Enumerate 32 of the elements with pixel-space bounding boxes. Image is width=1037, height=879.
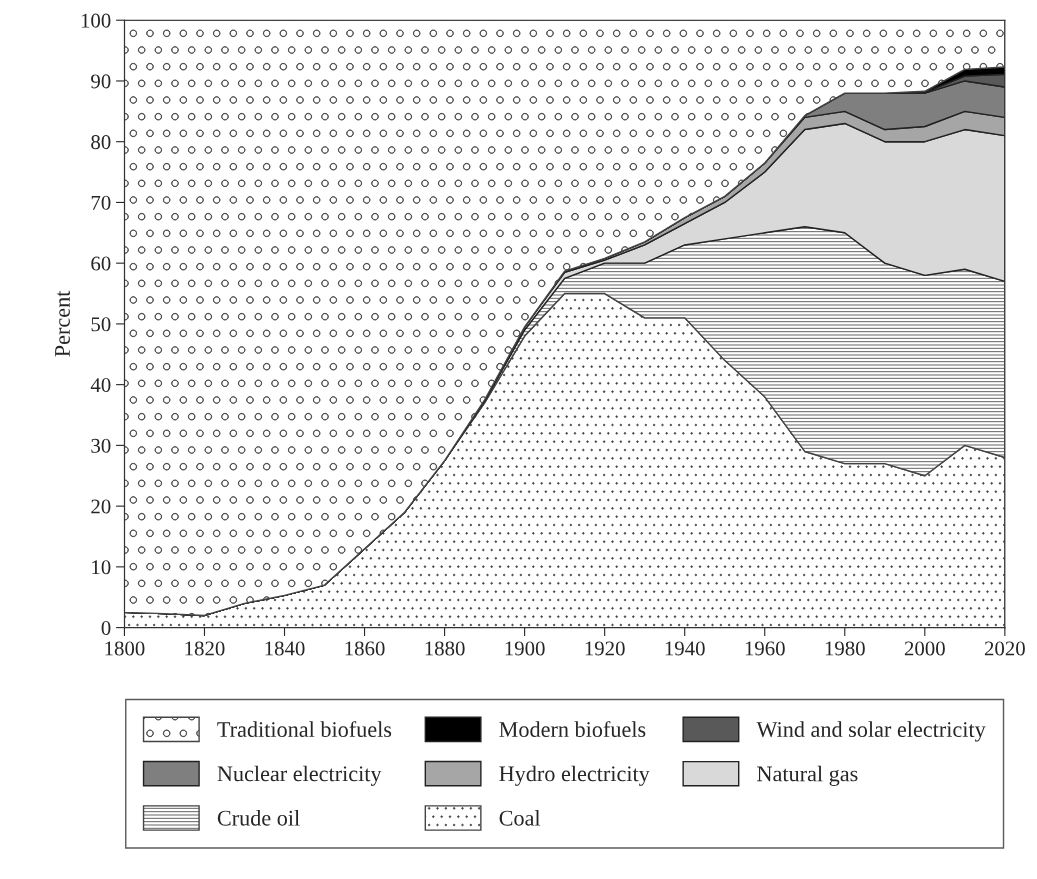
legend-label: Hydro electricity	[499, 765, 650, 786]
x-tick-label: 1960	[745, 641, 785, 656]
y-tick-label: 20	[91, 499, 111, 514]
x-tick-label: 1900	[505, 641, 545, 656]
y-tick-label: 90	[91, 74, 111, 89]
legend-label: Modern biofuels	[499, 721, 646, 738]
x-tick-label: 1920	[585, 641, 625, 656]
legend-label: Traditional biofuels	[217, 721, 392, 738]
x-tick-label: 1820	[185, 641, 225, 656]
x-tick-label: 2020	[984, 641, 1025, 656]
y-tick-label: 70	[91, 195, 111, 210]
legend-label: Nuclear electricity	[217, 765, 382, 786]
x-tick-label: 1940	[665, 641, 705, 656]
x-tick-label: 1800	[105, 641, 145, 656]
legend-label: Natural gas	[757, 765, 858, 786]
x-tick-label: 1840	[265, 641, 305, 656]
x-tick-label: 1980	[825, 641, 865, 656]
x-tick-label: 2000	[904, 641, 945, 656]
y-tick-label: 30	[91, 438, 111, 453]
legend-label: Crude oil	[217, 810, 300, 826]
y-tick-label: 100	[81, 13, 111, 28]
legend-label: Coal	[499, 810, 541, 826]
y-tick-label: 80	[91, 135, 111, 150]
x-tick-label: 1860	[345, 641, 385, 656]
legend-label: Wind and solar electricity	[756, 721, 986, 742]
y-tick-label: 50	[91, 317, 111, 332]
y-axis-title: Percent	[55, 290, 70, 357]
y-tick-label: 60	[91, 256, 111, 271]
y-tick-label: 10	[92, 560, 111, 575]
y-tick-label: 40	[90, 378, 111, 393]
y-tick-label: 0	[101, 620, 111, 636]
x-tick-label: 1880	[425, 641, 465, 656]
